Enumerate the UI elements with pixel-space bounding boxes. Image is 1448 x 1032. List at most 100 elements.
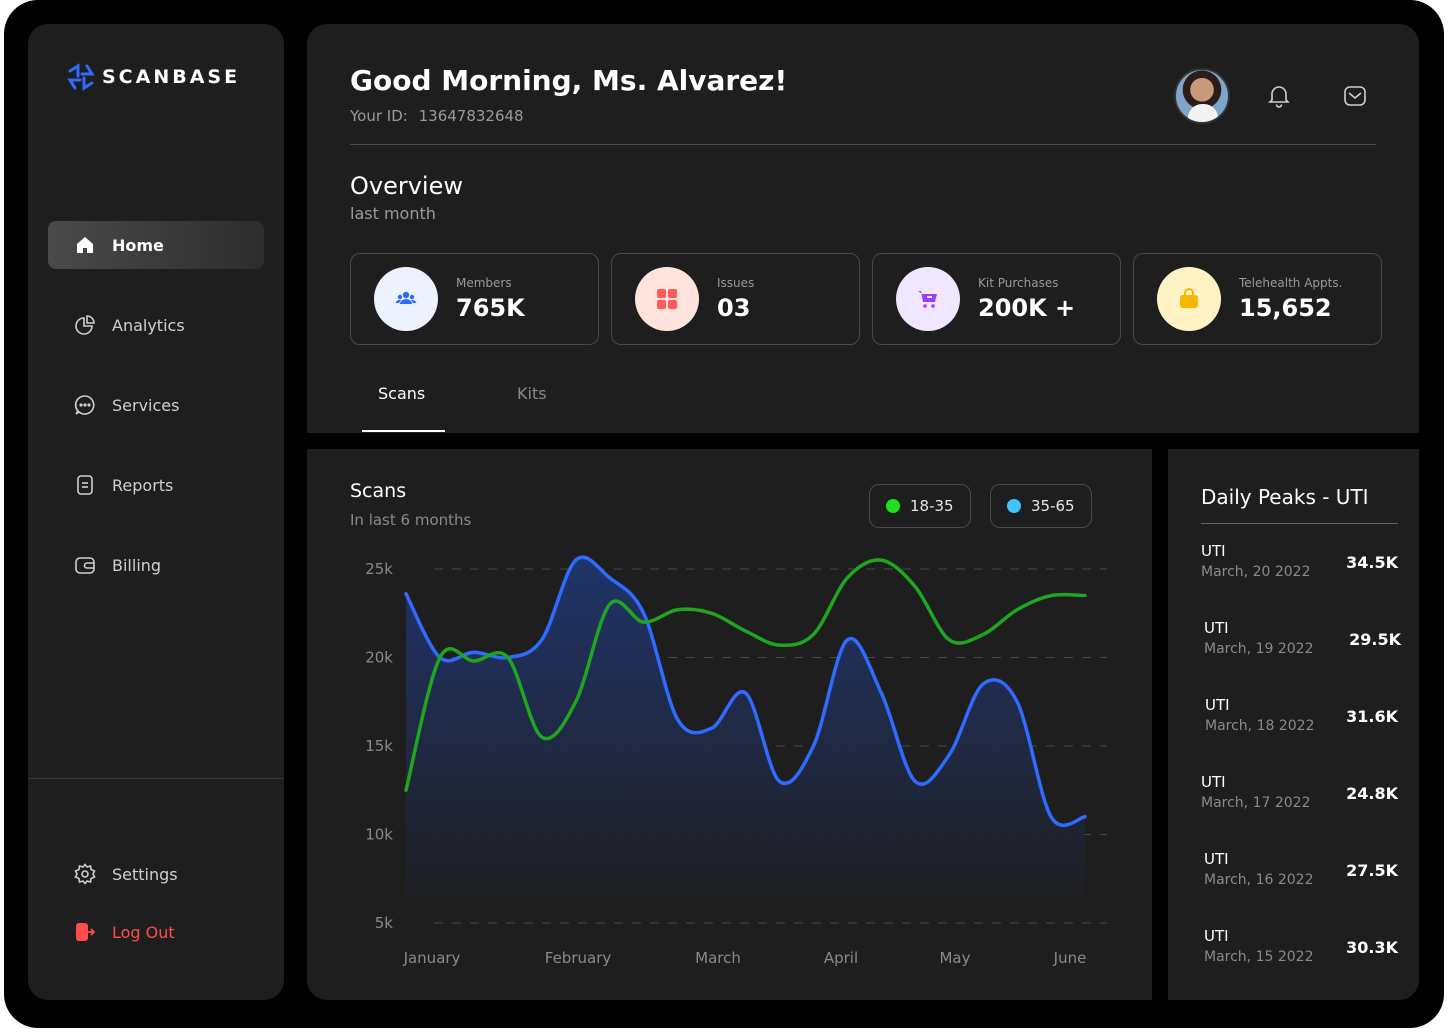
brand-name: SCANBASE [102, 66, 241, 88]
daily-peaks-panel: Daily Peaks - UTI UTI March, 20 2022 34.… [1168, 449, 1419, 1000]
chart-subtitle: In last 6 months [350, 511, 472, 529]
list-item[interactable]: UTI March, 16 2022 27.5K [1204, 850, 1398, 900]
stat-card-kit-purchases[interactable]: Kit Purchases 200K + [872, 253, 1121, 345]
series-line-35-65[interactable] [404, 555, 1087, 827]
logout-label: Log Out [112, 922, 175, 942]
stat-value: 765K [456, 294, 525, 322]
stat-label: Issues [717, 276, 755, 290]
sidebar: SCANBASE Home Analytics Services Reports… [28, 24, 284, 1000]
peak-date: March, 18 2022 [1205, 718, 1315, 734]
stat-card-telehealth[interactable]: Telehealth Appts. 15,652 [1133, 253, 1382, 345]
sidebar-item-services[interactable]: Services [48, 381, 264, 429]
user-id-label: Your ID: [350, 107, 408, 125]
sidebar-item-home[interactable]: Home [48, 221, 264, 269]
brand-logo[interactable]: SCANBASE [66, 62, 240, 92]
gear-icon [74, 863, 96, 885]
peak-name: UTI [1204, 927, 1229, 945]
settings-button[interactable]: Settings [48, 850, 264, 898]
x-tick-label: May [939, 949, 970, 967]
sidebar-item-label: Billing [112, 555, 162, 575]
peak-value: 34.5K [1346, 553, 1398, 572]
cart-icon [896, 267, 960, 331]
avatar[interactable] [1174, 68, 1230, 124]
sidebar-item-label: Reports [112, 475, 174, 495]
peaks-title: Daily Peaks - UTI [1201, 485, 1369, 509]
scans-line-chart[interactable]: 25k 20k 15k 10k 5k January February March April M… [307, 449, 1152, 1000]
y-tick-label: 10k [365, 826, 393, 844]
peak-value: 30.3K [1346, 938, 1398, 957]
overview-title: Overview [350, 172, 463, 200]
stat-label: Kit Purchases [978, 276, 1059, 290]
tab-kits[interactable]: Kits [517, 384, 547, 403]
logout-button[interactable]: Log Out [48, 908, 264, 956]
home-icon [74, 234, 96, 256]
chat-bubble-icon [74, 394, 96, 416]
stat-value: 200K + [978, 294, 1076, 322]
peak-date: March, 17 2022 [1201, 795, 1311, 811]
grid-icon [635, 267, 699, 331]
user-id-value: 13647832648 [418, 107, 524, 125]
peak-date: March, 15 2022 [1204, 949, 1314, 965]
tab-scans[interactable]: Scans [378, 384, 426, 403]
legend-dot [886, 499, 900, 513]
stat-card-issues[interactable]: Issues 03 [611, 253, 860, 345]
legend-18-35[interactable]: 18-35 [869, 484, 971, 528]
peak-name: UTI [1204, 850, 1229, 868]
users-icon [374, 267, 438, 331]
list-item[interactable]: UTI March, 19 2022 29.5K [1204, 619, 1401, 669]
list-item[interactable]: UTI March, 17 2022 24.8K [1201, 773, 1398, 823]
bell-icon[interactable] [1266, 83, 1292, 109]
y-tick-label: 25k [365, 560, 393, 578]
mail-icon[interactable] [1342, 83, 1368, 109]
peak-date: March, 19 2022 [1204, 641, 1314, 657]
peak-date: March, 20 2022 [1201, 564, 1311, 580]
logout-icon [74, 921, 96, 943]
series-line-18-35[interactable] [404, 558, 1087, 792]
main-header-panel: Good Morning, Ms. Alvarez! Your ID: 1364… [307, 24, 1419, 433]
peak-value: 27.5K [1346, 861, 1398, 880]
stat-label: Telehealth Appts. [1239, 276, 1343, 290]
sidebar-item-label: Services [112, 395, 180, 415]
scanbase-logo-icon [67, 63, 95, 91]
avatar-figure [1188, 104, 1218, 122]
active-tab-indicator [362, 430, 445, 432]
header-divider [350, 144, 1376, 145]
chart-title: Scans [350, 480, 407, 502]
list-item[interactable]: UTI March, 18 2022 31.6K [1205, 696, 1398, 746]
sidebar-item-reports[interactable]: Reports [48, 461, 264, 509]
sidebar-item-analytics[interactable]: Analytics [48, 301, 264, 349]
list-item[interactable]: UTI March, 20 2022 34.5K [1201, 542, 1398, 592]
legend-label: 35-65 [1031, 497, 1075, 515]
settings-label: Settings [112, 864, 178, 884]
legend-dot [1007, 499, 1021, 513]
series-area-35-65 [406, 557, 1085, 903]
x-tick-label: April [824, 949, 858, 967]
legend-35-65[interactable]: 35-65 [990, 484, 1092, 528]
peak-name: UTI [1201, 542, 1226, 560]
y-tick-label: 15k [365, 737, 393, 755]
overview-subtitle: last month [350, 204, 436, 223]
legend-label: 18-35 [910, 497, 954, 515]
sidebar-item-billing[interactable]: Billing [48, 541, 264, 589]
x-tick-label: January [403, 949, 461, 967]
peak-name: UTI [1204, 619, 1229, 637]
stat-value: 03 [717, 294, 751, 322]
stat-label: Members [456, 276, 512, 290]
x-tick-label: June [1053, 949, 1087, 967]
wallet-icon [74, 554, 96, 576]
peak-date: March, 16 2022 [1204, 872, 1314, 888]
sidebar-item-label: Home [112, 235, 164, 255]
peaks-divider [1201, 523, 1398, 524]
document-icon [74, 474, 96, 496]
sidebar-item-label: Analytics [112, 315, 185, 335]
peak-value: 24.8K [1346, 784, 1398, 803]
peak-name: UTI [1205, 696, 1230, 714]
x-tick-label: February [545, 949, 612, 967]
user-id: Your ID: 13647832648 [350, 107, 524, 125]
stat-card-members[interactable]: Members 765K [350, 253, 599, 345]
y-tick-label: 20k [365, 649, 393, 667]
stat-value: 15,652 [1239, 294, 1332, 322]
peak-value: 29.5K [1349, 630, 1401, 649]
sidebar-divider [28, 778, 284, 779]
list-item[interactable]: UTI March, 15 2022 30.3K [1204, 927, 1398, 977]
